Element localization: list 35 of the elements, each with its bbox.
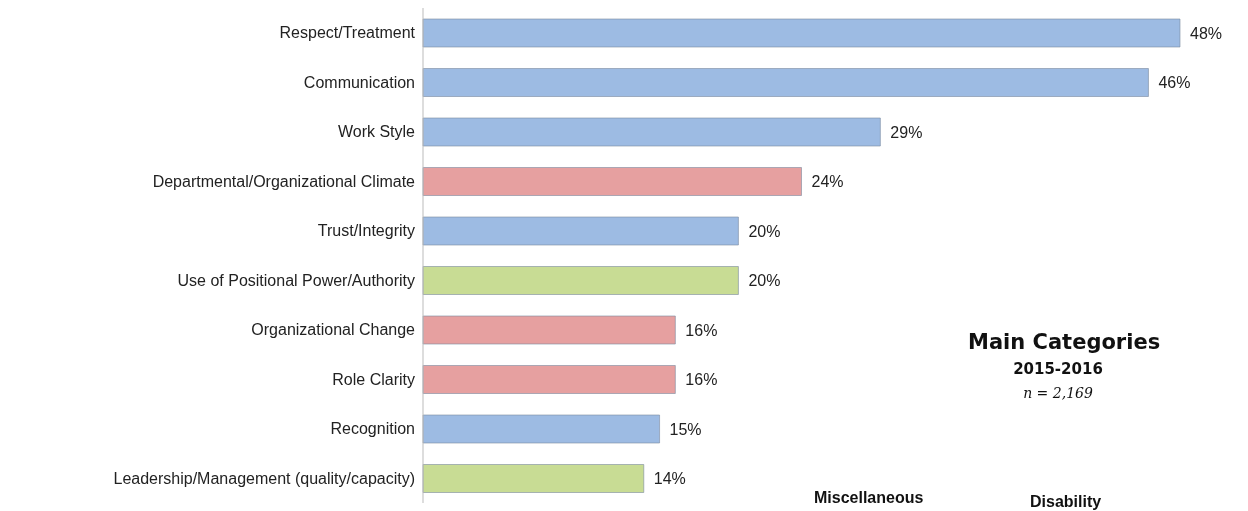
y-tick-label: Role Clarity [332,370,415,388]
y-tick-label: Use of Positional Power/Authority [177,271,415,289]
data-label: 15% [669,420,702,438]
y-tick-label: Communication [303,73,415,91]
y-tick-label: Recognition [330,420,415,438]
annotation: Main Categories [968,330,1161,354]
data-label: 24% [811,173,844,191]
annotation: Miscellaneous [814,489,924,507]
bar [422,464,645,493]
y-tick-label: Leadership/Management (quality/capacity) [113,469,415,487]
bar [422,117,881,147]
bar [422,414,660,444]
y-tick-label: Respect/Treatment [279,24,416,42]
y-tick-label: Organizational Change [251,321,416,339]
data-label: 20% [748,272,781,290]
data-label: 16% [685,321,718,339]
y-tick-label: Departmental/Organizational Climate [152,172,416,190]
data-label: 20% [748,222,781,240]
y-tick-label: Trust/Integrity [317,222,415,240]
data-label: 16% [685,371,718,389]
bar [422,216,739,246]
data-label: 46% [1158,74,1191,92]
y-tick-label: Work Style [337,123,416,141]
bar [422,266,739,295]
bar [422,315,676,345]
data-label: 48% [1190,24,1223,42]
annotation: Disability [1030,493,1102,511]
bar [422,365,676,394]
bar [422,18,1181,48]
annotation: 2015-2016 [1012,360,1104,378]
data-label: 14% [653,470,686,488]
data-label: 29% [890,123,923,141]
bar [422,167,802,196]
annotation: n = 2,169 [1022,385,1094,401]
bar [422,68,1149,97]
